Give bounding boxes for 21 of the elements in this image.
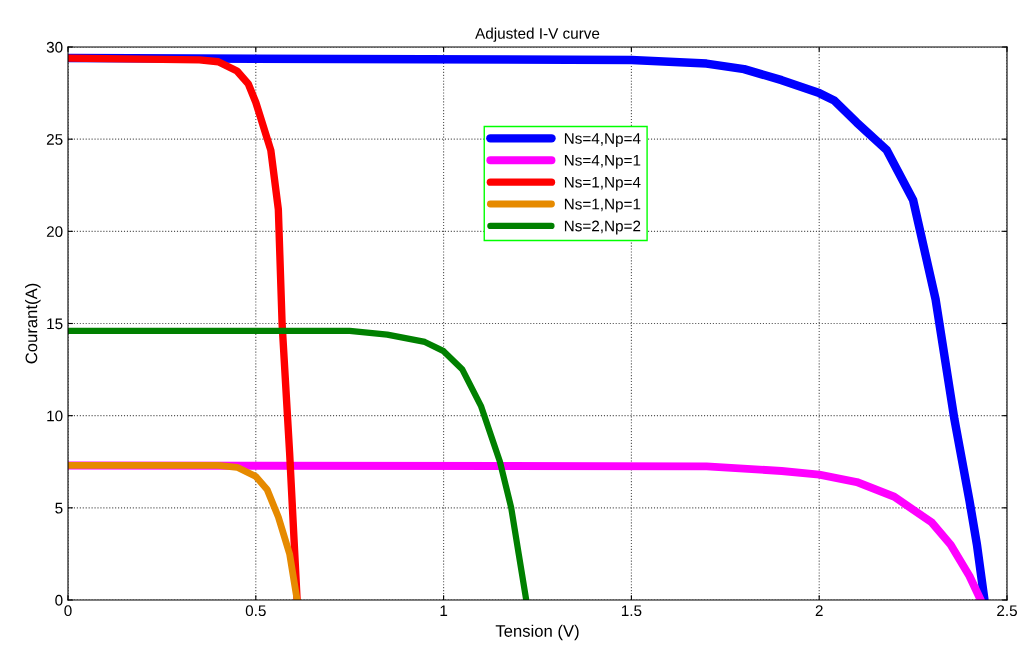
x-tick-label: 0 [64, 605, 72, 617]
chart-title: Adjusted I-V curve [475, 27, 600, 42]
x-tick-label: 2 [815, 605, 823, 616]
y-tick-label: 30 [46, 41, 63, 53]
legend-label: Ns=1,Np=1 [564, 198, 641, 213]
y-tick-label: 10 [47, 410, 63, 422]
y-tick-label: 25 [46, 134, 63, 145]
y-tick-label: 5 [55, 502, 63, 514]
x-axis-title: Tension (V) [495, 624, 579, 641]
y-tick-label: 0 [55, 594, 63, 606]
legend-label: Ns=2,Np=2 [564, 220, 641, 235]
x-tick-label: 1 [440, 605, 448, 616]
y-axis-title: Courant(A) [25, 283, 41, 364]
legend-label: Ns=4,Np=1 [564, 155, 641, 169]
y-tick-label: 15 [47, 318, 63, 330]
x-tick-label: 1.5 [621, 605, 642, 617]
y-tick-label: 20 [46, 226, 63, 238]
x-tick-label: 2.5 [997, 605, 1017, 617]
legend-label: Ns=1,Np=4 [564, 176, 641, 191]
x-tick-label: 0.5 [245, 605, 266, 617]
legend-label: Ns=4,Np=4 [564, 133, 641, 147]
